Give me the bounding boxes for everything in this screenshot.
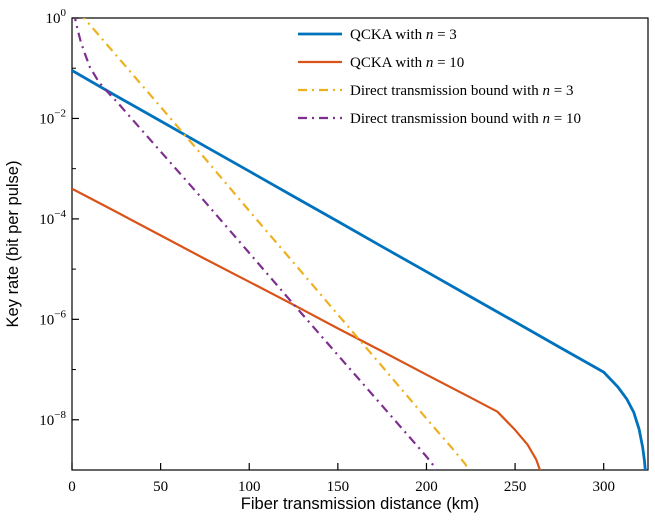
series-lines bbox=[72, 18, 647, 470]
x-tick-label: 100 bbox=[238, 479, 261, 495]
x-axis-label: Fiber transmission distance (km) bbox=[241, 495, 479, 513]
y-axis-label: Key rate (bit per pulse) bbox=[4, 161, 22, 328]
plot-area: 0 50 100 150 200 250 300 100 10−2 10−4 10−6 10−8 QCK… bbox=[39, 7, 649, 495]
series-line-1 bbox=[72, 69, 647, 470]
x-tick-label: 200 bbox=[415, 479, 438, 495]
legend-label: QCKA with n = 10 bbox=[350, 55, 464, 71]
axes-box bbox=[71, 17, 649, 471]
legend-label: QCKA with n = 3 bbox=[350, 27, 457, 43]
x-tick-label: 300 bbox=[592, 479, 615, 495]
x-tick-label: 0 bbox=[68, 479, 76, 495]
x-tick-label: 150 bbox=[327, 479, 350, 495]
series-line-4 bbox=[73, 18, 438, 470]
legend-label: Direct transmission bound with n = 3 bbox=[350, 83, 573, 99]
series-line-2 bbox=[72, 187, 542, 470]
x-tick-label: 50 bbox=[153, 479, 168, 495]
series-line-3 bbox=[82, 18, 470, 470]
y-tick-label: 10−2 bbox=[39, 107, 66, 127]
x-axis: 0 50 100 150 200 250 300 bbox=[68, 463, 615, 495]
y-tick-label: 10−4 bbox=[39, 208, 66, 228]
y-axis: 100 10−2 10−4 10−6 10−8 bbox=[39, 7, 79, 429]
y-tick-label: 100 bbox=[46, 7, 67, 27]
y-tick-label: 10−8 bbox=[39, 409, 66, 429]
x-tick-label: 250 bbox=[504, 479, 527, 495]
legend: QCKA with n = 3 QCKA with n = 10 Direct tr… bbox=[298, 27, 581, 127]
y-tick-label: 10−6 bbox=[39, 308, 66, 328]
legend-label: Direct transmission bound with n = 10 bbox=[350, 111, 581, 127]
